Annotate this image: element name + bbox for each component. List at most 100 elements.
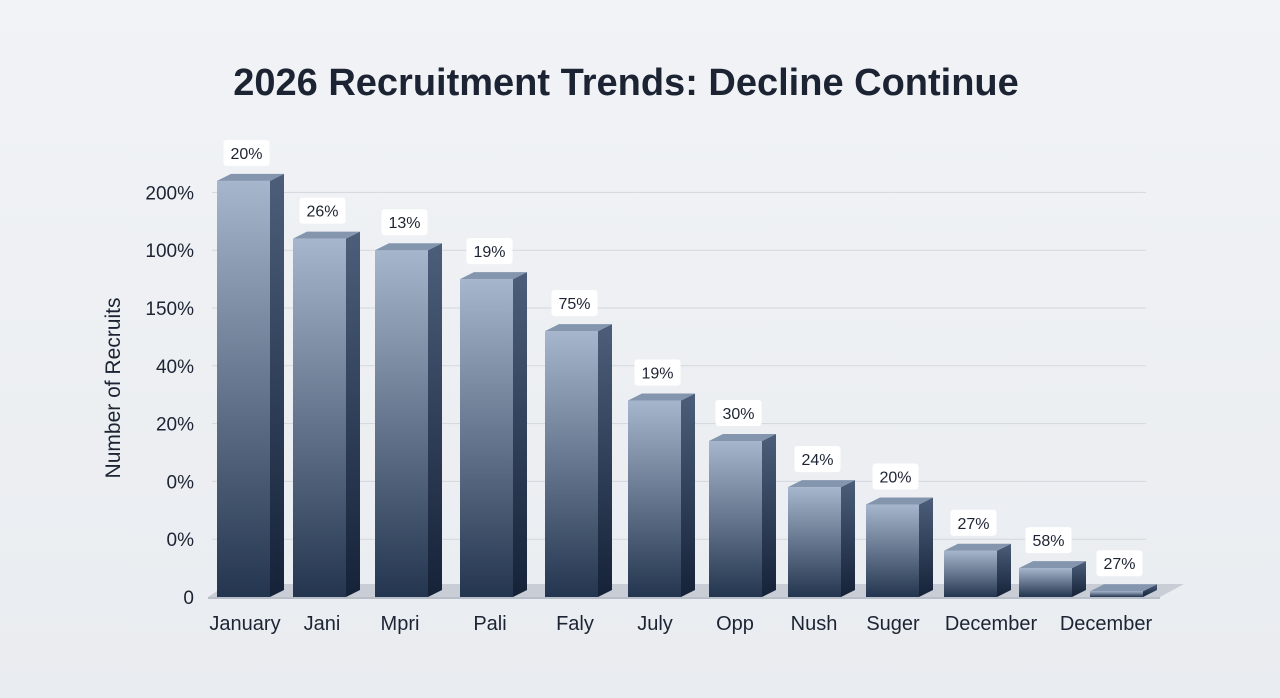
bar-cap	[293, 231, 360, 239]
data-label-text: 20%	[230, 146, 262, 163]
bar-side	[428, 243, 442, 597]
data-label-text: 19%	[641, 365, 673, 382]
data-label: 27%	[950, 509, 997, 536]
data-label-box	[715, 399, 762, 426]
data-label: 13%	[381, 209, 428, 236]
bars	[217, 173, 1157, 597]
y-tick-label: 0	[183, 588, 194, 609]
bar-front	[866, 504, 919, 597]
data-label: 30%	[715, 399, 762, 426]
bar-cap	[1090, 584, 1157, 592]
data-label-text: 20%	[879, 470, 911, 487]
bar-front	[217, 180, 270, 597]
bar-side	[762, 433, 776, 597]
data-label-box	[872, 463, 919, 490]
data-label-text: 19%	[473, 244, 505, 261]
x-tick-label: Faly	[556, 613, 594, 635]
x-tick-label: Nush	[791, 613, 838, 635]
data-label: 19%	[466, 238, 513, 265]
data-label-box	[299, 197, 346, 224]
bar-cap	[460, 272, 527, 280]
bar-front	[375, 250, 428, 597]
bar	[866, 497, 933, 597]
bar-side	[681, 393, 695, 597]
data-label: 58%	[1025, 527, 1072, 554]
data-label-box	[794, 446, 841, 473]
y-tick-label: 100%	[145, 241, 194, 262]
bar-side	[1143, 584, 1157, 597]
bar-front	[1019, 568, 1072, 597]
bar-front	[460, 279, 513, 597]
data-label-box	[1096, 550, 1143, 577]
bar-cap	[944, 543, 1011, 551]
data-label: 19%	[634, 359, 681, 386]
bar	[709, 433, 776, 597]
x-axis-line	[208, 597, 1160, 599]
bar-side	[919, 497, 933, 597]
data-label-box	[466, 238, 513, 265]
bar-front	[628, 400, 681, 597]
data-labels: 20% 26% 13% 19% 75% 19% 30% 24% 20% 27% 58% 27%	[223, 139, 1143, 577]
data-label-box	[223, 139, 270, 166]
data-label: 26%	[299, 197, 346, 224]
data-label: 20%	[223, 139, 270, 166]
data-label: 24%	[794, 446, 841, 473]
y-tick-labels: 200% 100% 150% 40% 20% 0% 0% 0	[145, 183, 194, 609]
data-label-box	[551, 290, 598, 317]
y-tick-label: 150%	[145, 299, 194, 320]
y-tick-label: 200%	[145, 183, 194, 204]
bar	[293, 231, 360, 597]
bar-cap	[1019, 561, 1086, 569]
x-tick-label: Suger	[866, 613, 920, 635]
bar-front	[545, 331, 598, 597]
bar	[375, 243, 442, 597]
bar	[628, 393, 695, 597]
x-tick-labels: January Jani Mpri Pali Faly July Opp Nush Suger D…	[209, 613, 1152, 635]
bar	[217, 173, 284, 597]
bar-front	[1090, 591, 1143, 597]
data-label-text: 27%	[957, 516, 989, 533]
data-label: 75%	[551, 290, 598, 317]
x-tick-label: Opp	[716, 613, 754, 635]
bar-cap	[217, 173, 284, 181]
bar-side	[598, 324, 612, 597]
bar-cap	[788, 480, 855, 488]
x-tick-label: July	[637, 613, 673, 635]
bar-front	[788, 487, 841, 597]
bar-cap	[709, 433, 776, 441]
bar	[1090, 584, 1157, 597]
bar	[944, 543, 1011, 597]
data-label-box	[634, 359, 681, 386]
y-tick-label: 20%	[156, 415, 194, 436]
chart-title: 2026 Recruitment Trends: Decline Continu…	[233, 62, 1019, 104]
y-tick-label: 40%	[156, 357, 194, 378]
bar	[460, 272, 527, 597]
data-label-text: 24%	[801, 452, 833, 469]
bar	[788, 480, 855, 597]
data-label-text: 27%	[1103, 556, 1135, 573]
data-label-text: 30%	[722, 406, 754, 423]
bar	[545, 324, 612, 597]
bar-cap	[545, 324, 612, 332]
bar-cap	[375, 243, 442, 251]
bar-side	[997, 543, 1011, 597]
floor-top	[208, 584, 1184, 597]
y-tick-label: 0%	[167, 530, 195, 551]
bar-side	[513, 272, 527, 597]
data-label-box	[381, 209, 428, 236]
bar-front	[944, 550, 997, 597]
bar-front	[709, 440, 762, 597]
x-tick-label: Jani	[304, 613, 341, 635]
data-label-text: 58%	[1032, 533, 1064, 550]
x-tick-label: December	[945, 613, 1038, 635]
data-label: 27%	[1096, 550, 1143, 577]
bar-side	[346, 231, 360, 597]
x-tick-label: December	[1060, 613, 1153, 635]
data-label-text: 13%	[388, 215, 420, 232]
data-label: 20%	[872, 463, 919, 490]
bar-cap	[628, 393, 695, 401]
bar-side	[841, 480, 855, 597]
data-label-box	[1025, 527, 1072, 554]
bar	[1019, 561, 1086, 597]
